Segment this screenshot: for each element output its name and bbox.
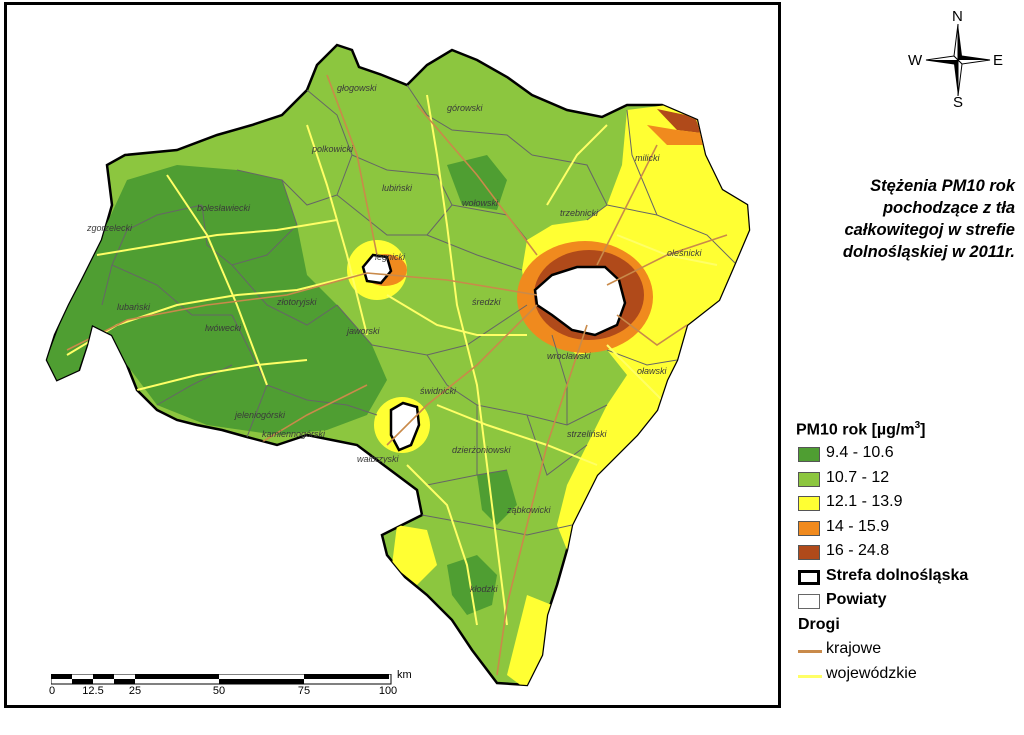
scale-tick-0: 0 [48,685,56,697]
legend: PM10 rok [µg/m3] 9.4 - 10.6 10.7 - 12 12… [796,420,1016,688]
legend-label-2: 10.7 - 12 [826,468,890,486]
legend-swatch-zone [798,569,820,585]
city-hole-legnica [361,253,393,285]
zone-dark-green-south [477,470,517,525]
scale-tick-50: 50 [212,685,226,697]
scale-bar: 0 12.5 25 50 75 100 km [49,669,431,697]
label-boleslawiecki: bolesławiecki [197,203,251,213]
compass-n: N [952,8,963,25]
zone-orange-northeast [647,125,705,145]
label-trzebnicki: trzebnicki [560,208,599,218]
compass-w: W [908,52,923,69]
label-lubinski: lubiński [382,183,413,193]
legend-label-3: 12.1 - 13.9 [826,493,903,511]
legend-header-text: PM10 rok [µg/m [796,421,915,439]
map-frame: głogowski górowski polkowicki milicki lu… [4,2,781,708]
label-klodzki: kłodzki [470,584,499,594]
legend-label-4: 14 - 15.9 [826,517,890,535]
roads-krajowe [66,74,728,676]
label-wroclawski: wrocławski [547,351,592,361]
label-swidnicki: świdnicki [420,386,457,396]
legend-class-2: 10.7 - 12 [796,468,1016,493]
label-zabkowicki: ząbkowicki [506,505,552,515]
zone-yellow-south [392,525,437,585]
legend-header-sup: 3 [914,420,921,431]
label-wolowski: wołowski [462,198,499,208]
label-milicki: milicki [635,153,660,163]
label-jaworski: jaworski [346,326,381,336]
powiat-labels: głogowski górowski polkowicki milicki lu… [86,83,703,594]
label-sredzki: średzki [472,297,502,307]
scale-tick-25: 25 [128,685,142,697]
legend-swatch-1 [798,447,820,463]
legend-zone-label: Strefa dolnośląska [826,566,969,584]
zone-brown-northeast [657,109,701,133]
legend-zone: Strefa dolnośląska [796,566,1016,591]
scale-tick-100: 100 [378,685,398,697]
legend-class-1: 9.4 - 10.6 [796,443,1016,468]
label-dzierzoniowski: dzierżoniowski [452,445,512,455]
legend-label-5: 16 - 24.8 [826,542,890,560]
legend-swatch-powiaty [798,594,820,610]
legend-swatch-4 [798,520,820,536]
label-walbrzyski: wałbrzyski [357,454,400,464]
legend-powiaty: Powiaty [796,590,1016,615]
map-title-line-2: pochodzące z tła [882,199,1015,217]
label-olawski: oławski [637,366,668,376]
legend-header-end: ] [920,421,926,439]
label-jeleniogorski: jeleniogórski [234,410,286,420]
legend-swatch-3 [798,496,820,512]
legend-road-national-label: krajowe [826,640,882,658]
scale-bar-graphic [50,673,392,685]
legend-swatch-2 [798,471,820,487]
compass-rose: N S W E [900,8,1010,111]
scale-tick-12-5: 12.5 [82,685,104,697]
compass-rose-icon [925,23,991,97]
pm10-map: głogowski górowski polkowicki milicki lu… [45,43,751,687]
label-lubanski: lubański [117,302,151,312]
zone-dark-green-klodzki [447,555,497,615]
scale-unit: km [397,669,412,681]
label-legnicki: legnicki [375,252,406,262]
legend-roads-header-row: Drogi [796,615,1016,640]
label-zlotoryjski: złotoryjski [276,297,318,307]
legend-roads-header: Drogi [798,615,840,633]
map-title-line-4: dolnośląskiej w 2011r. [842,243,1015,261]
legend-line-national [798,650,822,654]
legend-road-voivodeship: wojewódzkie [796,664,1016,689]
label-kamiennogorski: kamiennogórski [262,429,326,439]
legend-powiaty-label: Powiaty [826,591,887,609]
legend-label-1: 9.4 - 10.6 [826,444,894,462]
scale-tick-75: 75 [297,685,311,697]
label-polkowicki: polkowicki [311,144,354,154]
map-title-line-1: Stężenia PM10 rok [870,177,1015,195]
compass-e: E [993,52,1004,69]
map-title: Stężenia PM10 rok pochodzące z tła całko… [800,175,1015,263]
legend-class-3: 12.1 - 13.9 [796,492,1016,517]
legend-road-national: krajowe [796,639,1016,664]
roads-wojewodzkie [66,94,718,626]
legend-swatch-5 [798,545,820,561]
legend-class-4: 14 - 15.9 [796,517,1016,542]
label-zgorzelecki: zgorzelecki [86,223,133,233]
legend-header: PM10 rok [µg/m3] [796,420,1016,439]
label-gorowski: górowski [447,103,484,113]
label-olesnicki: oleśnicki [667,248,703,258]
map-title-line-3: całkowitegoj w strefie [844,221,1015,239]
label-strzelinski: strzeliński [567,429,608,439]
legend-class-5: 16 - 24.8 [796,541,1016,566]
compass-s: S [953,94,964,111]
legend-road-voivodeship-label: wojewódzkie [826,664,917,682]
city-hole-wroclaw [533,265,627,337]
label-lwowecki: lwówecki [205,323,242,333]
label-glogowski: głogowski [337,83,378,93]
legend-line-voivodeship [798,674,822,678]
